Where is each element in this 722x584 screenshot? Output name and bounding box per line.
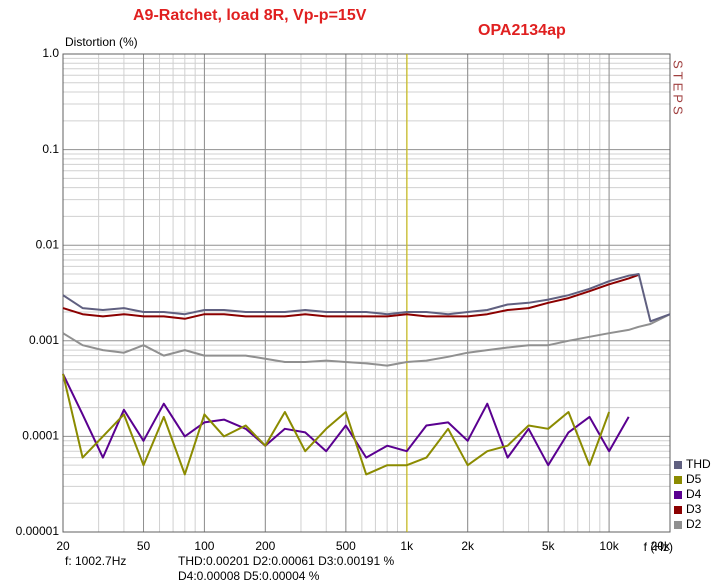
legend-label: THD <box>686 457 711 471</box>
status-frequency: f: 1002.7Hz <box>65 554 126 568</box>
legend-swatch <box>674 491 682 499</box>
series-line <box>62 273 671 323</box>
y-tick-label: 0.00001 <box>16 524 60 538</box>
x-axis-label: f (Hz) <box>644 540 673 554</box>
plot-frame <box>62 53 671 533</box>
x-tick-label: 200 <box>255 539 275 553</box>
x-tick-label: 20k <box>651 539 671 553</box>
chart-title: A9-Ratchet, load 8R, Vp-p=15V <box>133 7 367 24</box>
x-tick-label: 100 <box>194 539 214 553</box>
y-tick-label: 0.0001 <box>22 429 59 443</box>
legend-label: D4 <box>686 487 702 501</box>
y-tick-label: 1.0 <box>42 46 59 60</box>
status-line: THD:0.00201 D2:0.00061 D3:0.00191 % <box>178 554 394 568</box>
legend-label: D5 <box>686 472 702 486</box>
series-line <box>62 313 671 367</box>
series-line <box>62 373 630 467</box>
legend-swatch <box>674 461 682 469</box>
status-line: D4:0.00008 D5:0.00004 % <box>178 569 320 583</box>
x-tick-label: 50 <box>137 539 151 553</box>
series-line <box>62 373 611 476</box>
chart-subtitle: OPA2134ap <box>478 22 566 39</box>
y-axis-label: Distortion (%) <box>65 35 138 49</box>
legend-swatch <box>674 506 682 514</box>
y-tick-label: 0.001 <box>29 333 59 347</box>
legend-label: D2 <box>686 517 702 531</box>
legend-swatch <box>674 521 682 529</box>
y-tick-label: 0.1 <box>42 142 59 156</box>
x-tick-label: 5k <box>542 539 556 553</box>
x-tick-label: 500 <box>336 539 356 553</box>
series-line <box>62 273 640 320</box>
x-tick-label: 10k <box>599 539 619 553</box>
legend-label: D3 <box>686 502 702 516</box>
y-tick-label: 0.01 <box>36 237 60 251</box>
steps-label: STEPS <box>671 60 686 118</box>
x-tick-label: 1k <box>400 539 414 553</box>
x-tick-label: 20 <box>56 539 70 553</box>
legend-swatch <box>674 476 682 484</box>
x-tick-label: 2k <box>461 539 475 553</box>
